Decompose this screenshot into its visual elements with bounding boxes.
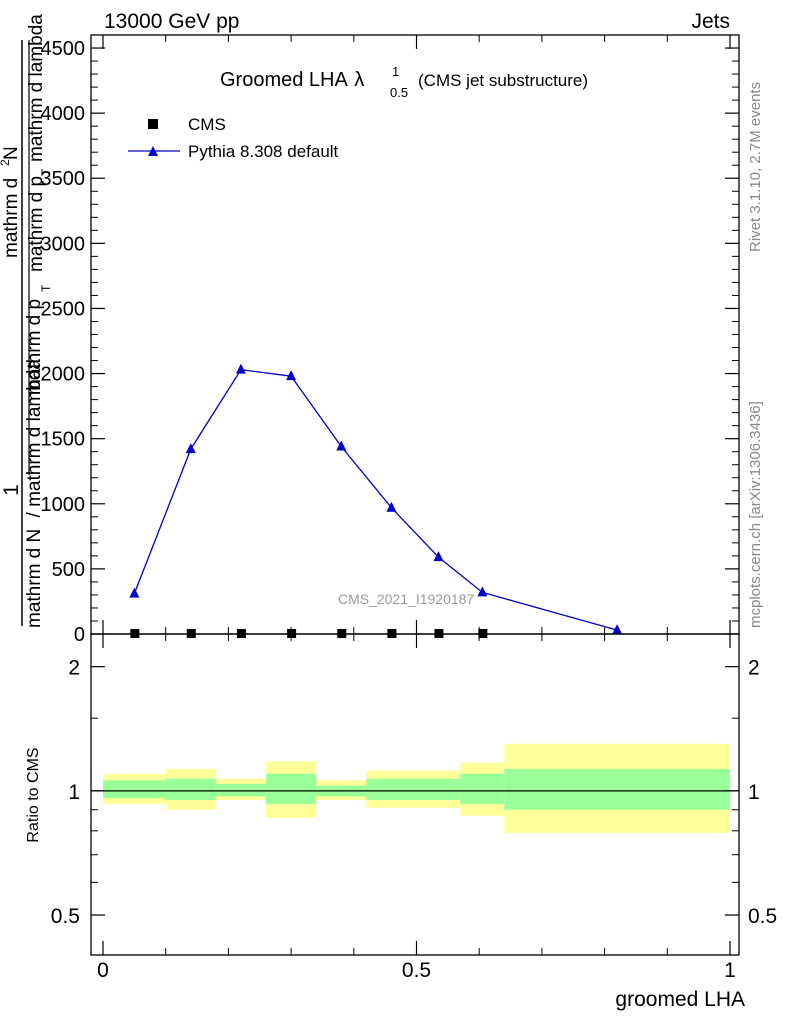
pythia-point <box>286 370 297 381</box>
svg-text:mathrm d p: mathrm d p <box>26 176 47 272</box>
svg-text:Groomed LHA λ: Groomed LHA λ <box>220 69 364 91</box>
legend-marker-pythia <box>148 146 158 156</box>
legend-label-cms: CMS <box>188 115 226 134</box>
ratio-stat-band <box>504 768 730 810</box>
analysis-label: CMS_2021_I1920187 <box>338 591 474 607</box>
svg-text:mathrm d p: mathrm d p <box>24 299 45 395</box>
ratio-stat-band <box>165 778 216 801</box>
pythia-point <box>433 551 444 562</box>
y-tick-label: 4000 <box>41 103 86 125</box>
title-superscript: 1 <box>392 64 399 79</box>
ylabel-outer-left: mathrm d N <box>24 529 45 628</box>
ylabel-one: 1 <box>0 484 23 496</box>
ratio-y-tick-label: 0.5 <box>51 905 80 928</box>
ratio-stat-band <box>460 773 505 804</box>
y-axis-label: 1 mathrm d N / mathrm d lambda mathrm d … <box>0 14 53 628</box>
pythia-point <box>185 443 196 454</box>
ylabel-num-n: N <box>1 146 22 160</box>
legend: CMS Pythia 8.308 default <box>128 115 339 161</box>
y-tick-label: 3000 <box>41 233 86 255</box>
ratio-y-tick-label: 2 <box>68 657 80 680</box>
pythia-point <box>612 624 623 635</box>
y-tick-label: 2500 <box>41 298 86 320</box>
ylabel-mid-sub: T <box>39 284 53 292</box>
title-lambda: λ <box>354 69 364 91</box>
y-tick-label: 1500 <box>41 429 86 451</box>
ratio-y-tick-label-right: 1 <box>748 781 760 804</box>
title-main: Groomed LHA <box>220 69 348 91</box>
mcplots-label: mcplots.cern.ch [arXiv:1306.3436] <box>747 401 764 628</box>
ratio-y-tick-label-right: 2 <box>748 657 760 680</box>
x-tick-label: 1 <box>724 959 736 982</box>
ylabel-num: mathrm d <box>1 178 22 258</box>
collision-label: 13000 GeV pp <box>104 10 239 33</box>
pythia-point <box>235 363 246 374</box>
ylabel-num-sup: 2 <box>0 159 12 166</box>
pythia-point <box>129 587 140 598</box>
y-tick-label: 500 <box>52 559 85 581</box>
pythia-point <box>386 501 397 512</box>
ylabel-den-sub: T <box>39 168 53 176</box>
ratio-y-tick-label: 1 <box>68 781 80 804</box>
y-tick-label: 2000 <box>41 364 86 386</box>
ylabel-mid: mathrm d p <box>24 299 45 395</box>
y-tick-label: 0 <box>74 624 85 646</box>
pythia-point <box>336 440 347 451</box>
ratio-y-tick-label-right: 0.5 <box>748 905 777 928</box>
ratio-stat-band <box>266 773 317 804</box>
svg-text:mathrm d: mathrm d <box>1 178 22 258</box>
pythia-point <box>477 586 488 597</box>
rivet-label: Rivet 3.1.10, 2.7M events <box>747 82 764 252</box>
title-subscript: 0.5 <box>390 85 408 100</box>
ratio-stat-band <box>366 778 461 801</box>
y-tick-label: 4500 <box>41 38 86 60</box>
y-tick-label: 1000 <box>41 494 86 516</box>
y-tick-label: 3500 <box>41 168 86 190</box>
plot-title: Groomed LHA λ 1 0.5 (CMS jet substructur… <box>220 64 588 100</box>
ratio-stat-band <box>215 783 267 797</box>
x-axis-label: groomed LHA <box>615 988 745 1011</box>
ylabel-den-tail: mathrm d lambda <box>26 14 47 162</box>
legend-marker-cms <box>148 119 158 129</box>
x-tick-label: 0.5 <box>402 959 431 982</box>
svg-text:mathrm d N / mathrm d la: mathrm d N / mathrm d lambda <box>24 359 45 628</box>
x-tick-label: 0 <box>97 959 109 982</box>
ratio-plot-frame <box>90 633 740 956</box>
legend-label-pythia: Pythia 8.308 default <box>188 142 339 161</box>
ratio-y-axis-label: Ratio to CMS <box>25 747 42 842</box>
process-label: Jets <box>691 10 730 33</box>
title-note: (CMS jet substructure) <box>418 71 588 90</box>
ratio-stat-band <box>103 780 166 799</box>
ylabel-den: mathrm d p <box>26 176 47 272</box>
